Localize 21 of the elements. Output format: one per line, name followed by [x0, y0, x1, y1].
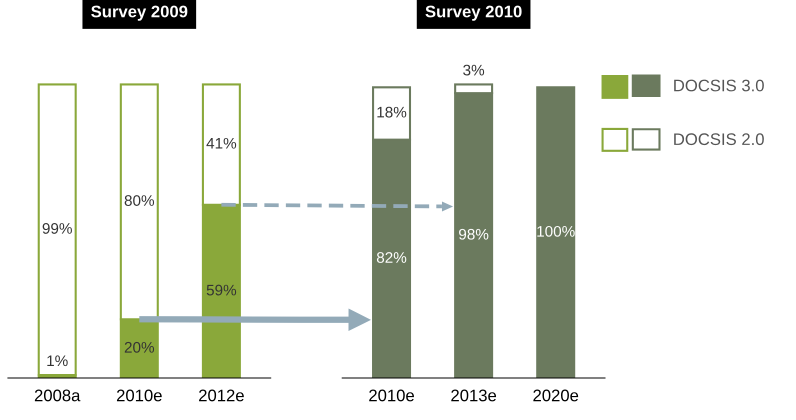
- data-label: 1%: [47, 355, 68, 366]
- legend-label: DOCSIS 2.0: [674, 133, 764, 146]
- chart-title: Survey 2009: [91, 6, 188, 21]
- x-tick-label: 2010e: [116, 390, 162, 402]
- data-label: 41%: [206, 138, 236, 149]
- legend-label: DOCSIS 3.0: [674, 80, 764, 92]
- data-label: 100%: [537, 226, 575, 237]
- x-tick-label: 2020e: [533, 390, 578, 402]
- data-label: 18%: [377, 106, 406, 118]
- data-label: 80%: [124, 195, 154, 206]
- data-label: 99%: [42, 223, 72, 234]
- chart-title: Survey 2010: [425, 6, 522, 21]
- x-tick-label: 2012e: [199, 390, 244, 402]
- x-tick-label: 2010e: [369, 390, 414, 402]
- data-label: 3%: [463, 64, 484, 76]
- data-label: 98%: [459, 228, 488, 240]
- data-label: 82%: [376, 252, 406, 263]
- x-tick-label: 2008a: [34, 390, 80, 402]
- data-label: 20%: [124, 342, 154, 353]
- data-label: 59%: [206, 284, 236, 296]
- x-tick-label: 2013e: [451, 390, 496, 402]
